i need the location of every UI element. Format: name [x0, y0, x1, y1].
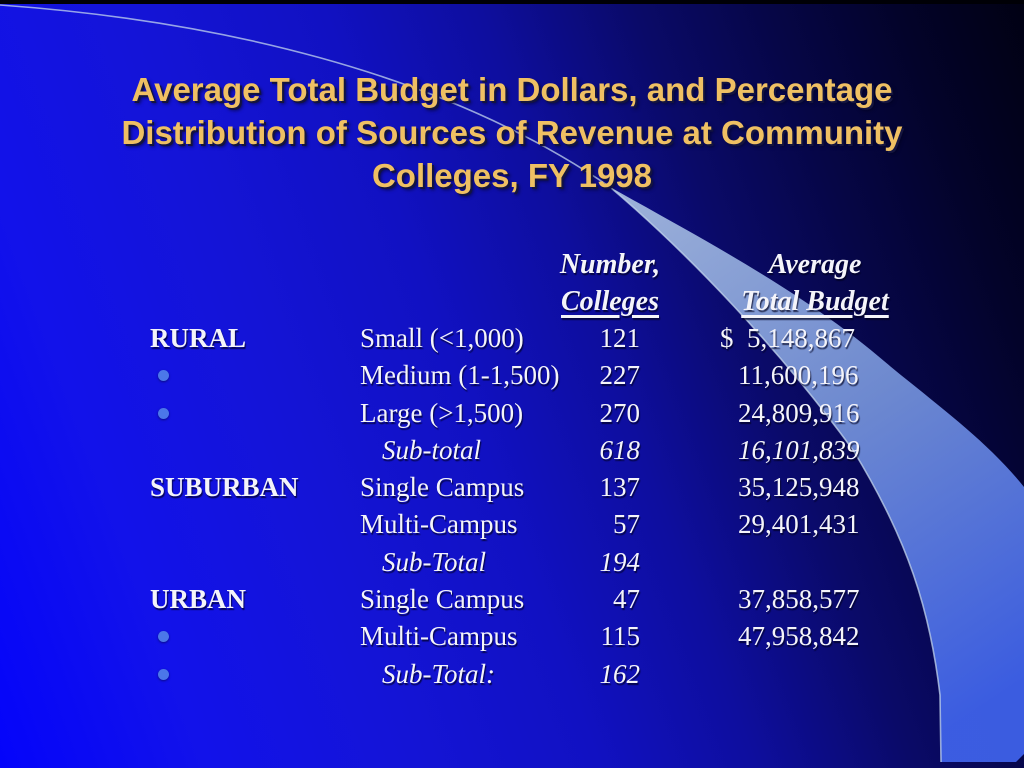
- bullet-icon: [158, 631, 169, 643]
- average-budget-value: [640, 544, 940, 581]
- average-budget-value: 35,125,948: [738, 472, 860, 503]
- colleges-count: 115: [600, 621, 641, 652]
- group-cell: [150, 656, 360, 693]
- swoosh-highlight-line: [0, 4, 942, 763]
- group-label: SUBURBAN: [150, 472, 299, 503]
- colleges-count: 270: [599, 397, 641, 428]
- size-type-label: Medium (1-1,500): [360, 360, 560, 391]
- colleges-count: 227: [599, 360, 641, 391]
- colleges-count: 618: [599, 434, 641, 465]
- group-cell: [150, 432, 360, 469]
- colleges-count: 162: [599, 658, 641, 689]
- colleges-count: 57: [613, 509, 640, 540]
- size-type-label: Small (<1,000): [360, 323, 524, 353]
- colleges-count: 194: [599, 546, 641, 577]
- size-type-label: Large (>1,500): [360, 397, 524, 428]
- bullet-icon: [158, 370, 169, 382]
- average-budget-value: $ 5,148,867: [720, 323, 855, 353]
- average-budget-value: 37,858,577: [738, 584, 860, 615]
- size-type-label: Sub-total: [382, 434, 481, 465]
- header-total-budget-line: Total Budget: [741, 286, 889, 317]
- size-type-label: Single Campus: [360, 584, 525, 615]
- group-label: RURAL: [150, 323, 247, 353]
- top-letterbox-strip: [0, 0, 1024, 4]
- average-budget-value: 29,401,431: [738, 509, 860, 540]
- colleges-count: 47: [613, 584, 640, 615]
- size-type-label: Multi-Campus: [360, 621, 518, 652]
- group-cell: [150, 395, 360, 432]
- average-budget-value: 24,809,916: [738, 397, 860, 428]
- average-budget-value: 47,958,842: [738, 621, 860, 652]
- header-colleges-line: Colleges: [561, 286, 659, 317]
- size-type-label: Single Campus: [360, 472, 525, 503]
- group-label: URBAN: [150, 584, 247, 615]
- column-header-number-colleges: Number, Colleges: [520, 246, 700, 320]
- size-type-label: Sub-Total: [382, 546, 487, 577]
- budget-table-rows: RURAL Small (<1,000) 121 $ 5,148,867 Medium …: [150, 320, 940, 693]
- average-budget-value: 16,101,839: [738, 434, 860, 465]
- size-type-label: Multi-Campus: [360, 509, 518, 540]
- group-cell: [150, 506, 360, 543]
- average-budget-value: [640, 656, 940, 693]
- group-cell: [150, 357, 360, 394]
- slide-title: Average Total Budget in Dollars, and Per…: [121, 71, 903, 194]
- group-cell: [150, 544, 360, 581]
- bullet-icon: [158, 668, 169, 680]
- group-cell: [150, 618, 360, 655]
- average-budget-value: 11,600,196: [738, 360, 859, 391]
- header-average-line: Average: [768, 249, 862, 280]
- bullet-icon: [158, 407, 169, 419]
- swoosh-ribbon: [610, 187, 1024, 762]
- column-header-average-budget: Average Total Budget: [695, 246, 935, 320]
- colleges-count: 137: [599, 472, 641, 503]
- header-number-line: Number,: [559, 249, 661, 280]
- size-type-label: Sub-Total:: [382, 658, 496, 689]
- colleges-count: 121: [599, 323, 641, 353]
